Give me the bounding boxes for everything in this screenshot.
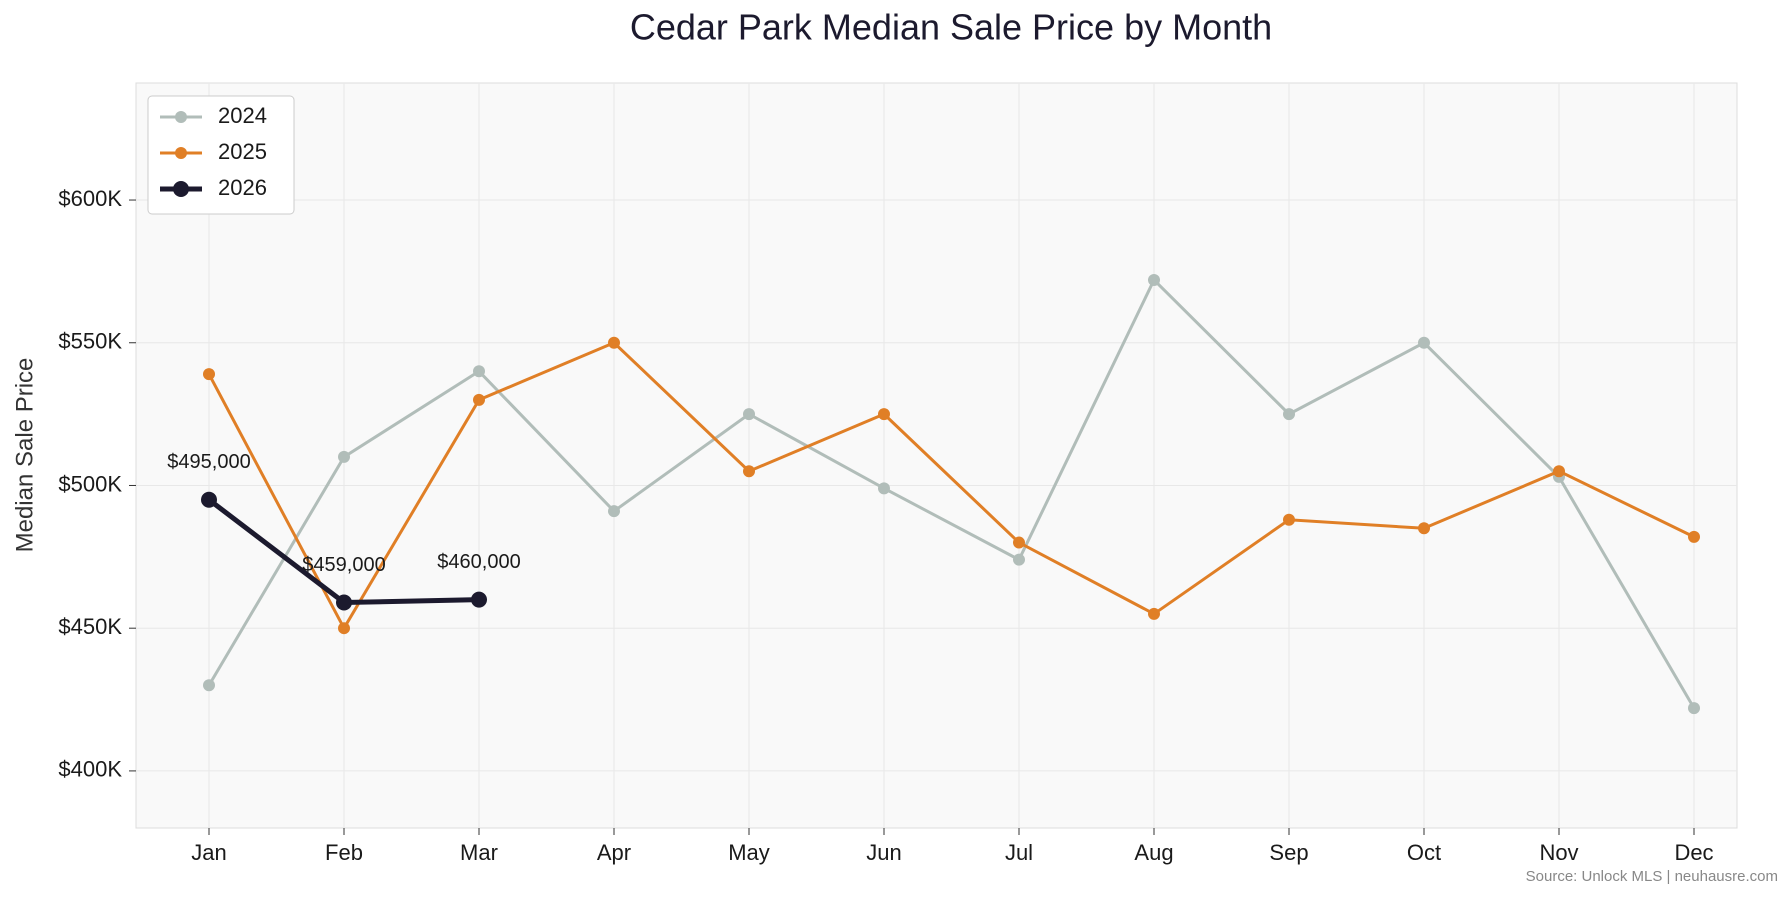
x-tick-label: Jan	[191, 840, 226, 865]
data-label: $460,000	[437, 551, 520, 573]
data-point	[1148, 273, 1160, 286]
x-tick-label: Sep	[1269, 840, 1308, 865]
x-tick-label: Aug	[1134, 840, 1173, 865]
data-point	[338, 450, 350, 463]
data-point	[203, 679, 215, 692]
series-line	[207, 277, 1696, 709]
data-point	[1688, 530, 1700, 543]
data-point	[1418, 522, 1430, 535]
x-tick-label: Nov	[1539, 840, 1578, 865]
data-point	[203, 368, 215, 381]
y-axis-label: Median Sale Price	[11, 358, 38, 553]
x-tick-label: Apr	[597, 840, 631, 865]
data-point	[473, 365, 485, 378]
data-label: $459,000	[302, 554, 385, 576]
data-point	[1283, 513, 1295, 526]
legend-marker	[173, 181, 189, 197]
data-point	[1148, 607, 1160, 620]
legend-label: 2024	[218, 103, 267, 128]
data-label: $495,000	[167, 451, 250, 473]
x-tick-label: Jun	[866, 840, 901, 865]
data-point	[1688, 702, 1700, 715]
data-point	[1013, 553, 1025, 566]
data-point	[1283, 408, 1295, 421]
legend-marker	[175, 147, 187, 159]
data-point	[1553, 465, 1565, 478]
legend-label: 2026	[218, 175, 267, 200]
x-tick-label: Feb	[325, 840, 363, 865]
data-point	[336, 594, 352, 611]
x-tick-label: Mar	[460, 840, 498, 865]
data-point	[201, 491, 217, 508]
data-point	[878, 482, 890, 495]
y-tick-label: $600K	[58, 186, 122, 211]
source-note: Source: Unlock MLS | neuhausre.com	[1526, 868, 1778, 885]
y-tick-label: $550K	[58, 329, 122, 354]
y-tick-label: $500K	[58, 471, 122, 496]
data-point	[743, 465, 755, 478]
y-tick-label: $450K	[58, 614, 122, 639]
data-point	[878, 408, 890, 421]
x-tick-label: Jul	[1005, 840, 1033, 865]
x-tick-label: Dec	[1674, 840, 1713, 865]
data-point	[1013, 536, 1025, 549]
data-point	[473, 393, 485, 406]
data-point	[471, 591, 487, 608]
plot-area	[135, 82, 1738, 829]
data-point	[1418, 336, 1430, 349]
legend-label: 2025	[218, 139, 267, 164]
x-tick-label: Oct	[1407, 840, 1441, 865]
data-point	[608, 505, 620, 518]
legend: 2024 2025 2026	[147, 95, 295, 215]
y-tick-label: $400K	[58, 757, 122, 782]
series-line	[207, 340, 1695, 632]
legend-marker	[175, 111, 187, 123]
data-point	[338, 622, 350, 635]
x-tick-label: May	[728, 840, 770, 865]
data-point	[608, 336, 620, 349]
data-point	[743, 408, 755, 421]
chart-title: Cedar Park Median Sale Price by Month	[630, 7, 1272, 48]
